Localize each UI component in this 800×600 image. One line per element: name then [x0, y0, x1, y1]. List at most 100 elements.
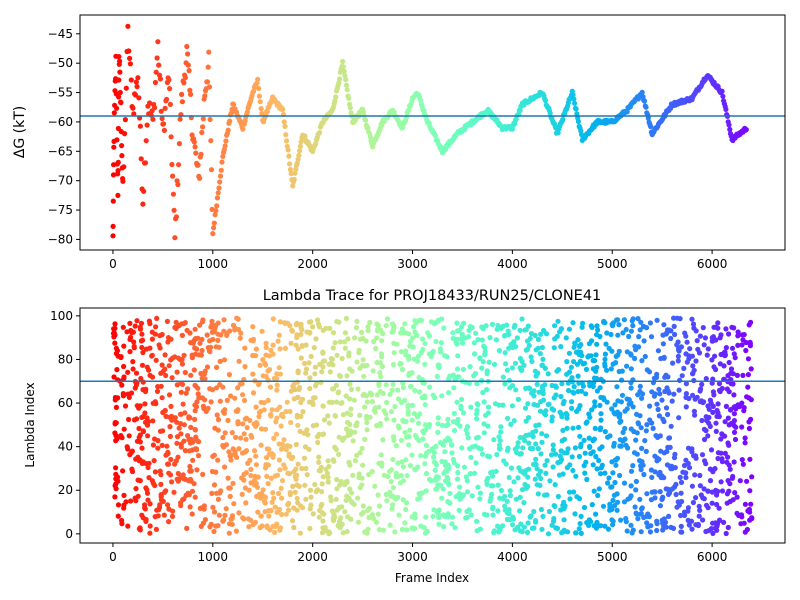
lambda-point	[641, 338, 647, 344]
lambda-point	[364, 413, 370, 419]
lambda-point	[462, 335, 468, 341]
dg-y-tick-label: −80	[48, 232, 73, 246]
lambda-point	[452, 525, 458, 531]
lambda-point	[715, 320, 721, 326]
lambda-point	[121, 492, 127, 498]
lambda-point	[153, 526, 159, 533]
lambda-point	[158, 370, 164, 376]
lambda-point	[598, 417, 604, 423]
dg-point	[367, 134, 373, 140]
lambda-point	[375, 323, 382, 329]
lambda-point	[400, 464, 407, 470]
lambda-point	[514, 335, 521, 341]
lambda-point	[296, 483, 302, 489]
lambda-point	[467, 471, 473, 477]
lambda-point	[723, 530, 729, 537]
lambda-point	[637, 383, 643, 389]
lambda-point	[509, 403, 515, 409]
lambda-point	[745, 508, 751, 514]
lambda-point	[407, 338, 414, 344]
lambda-point	[523, 418, 529, 424]
lambda-point	[701, 496, 707, 502]
lambda-point	[246, 524, 252, 530]
dg-point	[641, 98, 648, 104]
lambda-point	[445, 499, 451, 505]
lambda-point	[202, 517, 208, 523]
lambda-point	[199, 347, 205, 354]
lambda-point	[725, 415, 731, 421]
lambda-point	[650, 425, 656, 431]
lambda-point	[710, 520, 716, 526]
lambda-point	[436, 365, 442, 371]
lambda-point	[147, 372, 153, 378]
lambda-point	[170, 355, 176, 361]
lambda-point	[620, 429, 626, 435]
lambda-point	[632, 504, 638, 510]
lambda-point	[560, 401, 566, 407]
lambda-point	[498, 487, 504, 494]
lambda-point	[732, 436, 739, 443]
lambda-point	[534, 482, 540, 488]
lambda-point	[182, 320, 188, 326]
lambda-point	[167, 433, 173, 439]
lambda-point	[746, 425, 753, 432]
lambda-point	[518, 521, 524, 527]
lambda-point	[724, 459, 730, 465]
lambda-point	[496, 446, 503, 452]
lambda-point	[241, 397, 248, 404]
lambda-point	[272, 529, 278, 536]
lambda-point	[537, 351, 543, 357]
lambda-point	[551, 345, 557, 351]
lambda-point	[234, 408, 240, 414]
dg-point	[291, 176, 297, 183]
lambda-point	[379, 363, 385, 370]
lambda-point	[316, 514, 322, 520]
lambda-point	[576, 453, 583, 460]
lambda-point	[355, 519, 362, 525]
lambda-point	[152, 436, 158, 442]
lambda-point	[664, 462, 671, 468]
dg-point	[114, 105, 120, 111]
lambda-point	[192, 345, 198, 351]
lambda-point	[336, 319, 342, 325]
lambda-point	[396, 396, 402, 402]
lambda-point	[113, 486, 119, 492]
lambda-point	[383, 491, 389, 498]
lambda-point	[570, 467, 576, 474]
lambda-point	[215, 337, 221, 343]
lambda-point	[336, 451, 342, 457]
lambda-point	[644, 367, 650, 373]
lambda-point	[616, 322, 622, 328]
dg-x-tick-label: 2000	[297, 257, 328, 271]
lambda-point	[330, 457, 336, 463]
lambda-point	[710, 376, 716, 382]
dg-point	[296, 152, 302, 159]
lambda-point	[748, 366, 754, 372]
lambda-point	[350, 472, 356, 478]
lambda-point	[474, 518, 480, 524]
lambda-point	[362, 404, 368, 410]
lambda-point	[502, 350, 508, 356]
lambda-point	[653, 433, 659, 439]
lambda-point	[308, 319, 314, 325]
lambda-point	[654, 371, 660, 377]
lambda-point	[678, 523, 684, 530]
lambda-point	[153, 324, 159, 330]
lambda-point	[321, 358, 327, 364]
dg-point	[225, 127, 231, 133]
lambda-point	[728, 407, 734, 413]
lambda-point	[262, 509, 268, 515]
lambda-point	[439, 393, 445, 399]
lambda-point	[263, 340, 269, 346]
dg-point	[185, 62, 191, 68]
lambda-point	[491, 530, 497, 536]
lambda-point	[651, 489, 658, 495]
lambda-point	[220, 434, 226, 441]
lambda-point	[294, 320, 300, 327]
lambda-point	[542, 365, 548, 371]
lambda-point	[178, 444, 184, 450]
lambda-point	[398, 361, 404, 367]
lambda-point	[115, 502, 122, 508]
lambda-point	[344, 529, 350, 535]
